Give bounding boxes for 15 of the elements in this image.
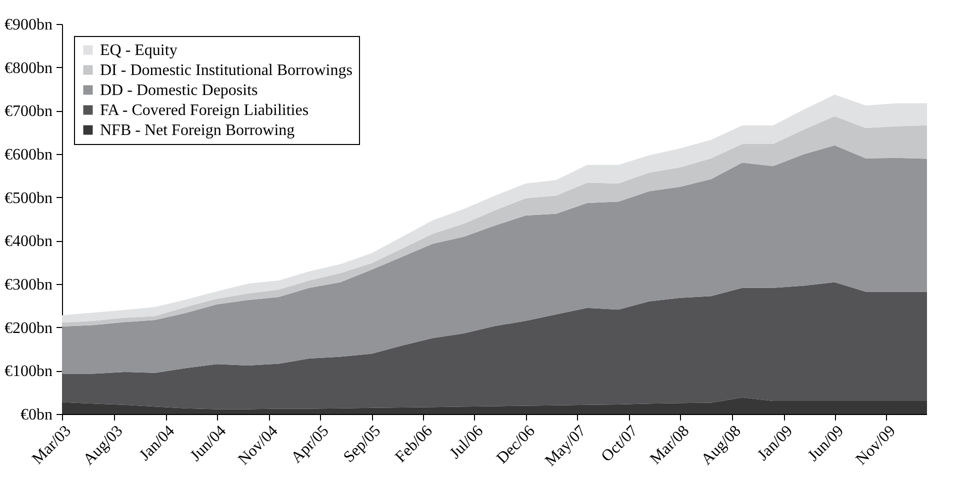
y-tick-label: €100bn	[4, 363, 52, 380]
y-tick-label: €500bn	[4, 190, 52, 207]
y-tick-label: €0bn	[20, 406, 52, 424]
legend-label: FA - Covered Foreign Liabilities	[100, 102, 309, 119]
y-tick-label: €800bn	[4, 60, 52, 77]
y-tick-label: €200bn	[4, 320, 52, 337]
y-tick-label: €900bn	[4, 16, 52, 34]
legend-label: EQ - Equity	[100, 42, 178, 59]
y-tick-label: €300bn	[4, 276, 52, 294]
legend-label: DI - Domestic Institutional Borrowings	[100, 62, 352, 79]
legend-label: DD - Domestic Deposits	[100, 82, 258, 99]
y-tick-label: €600bn	[4, 146, 52, 164]
legend-label: NFB - Net Foreign Borrowing	[100, 122, 295, 139]
y-tick-label: €400bn	[4, 233, 52, 250]
y-tick-label: €700bn	[4, 103, 52, 120]
